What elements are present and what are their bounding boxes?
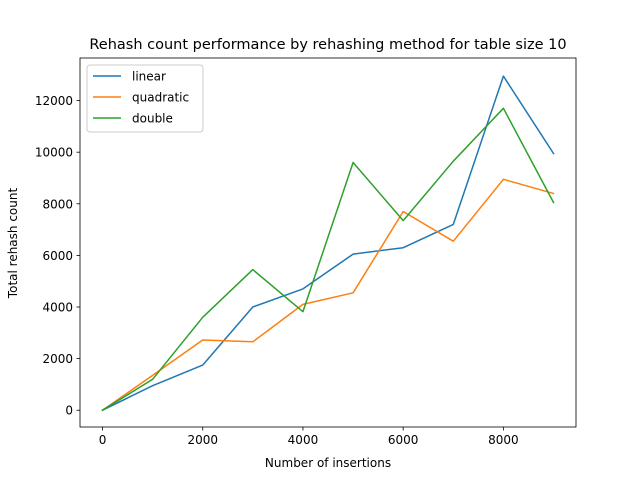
legend: linear quadratic double bbox=[86, 64, 204, 133]
x-tick-label: 2000 bbox=[187, 433, 218, 447]
series-line-quadratic bbox=[101, 178, 555, 412]
series-line-linear bbox=[101, 75, 555, 412]
y-tick-label: 2000 bbox=[42, 352, 73, 366]
y-tick-label: 0 bbox=[65, 404, 73, 418]
legend-label-linear: linear bbox=[132, 70, 166, 84]
y-axis: 0 2000 4000 6000 8000 10000 12000 bbox=[35, 94, 80, 418]
chart-title: Rehash count performance by rehashing me… bbox=[89, 37, 566, 53]
legend-box bbox=[86, 64, 204, 133]
y-tick-label: 12000 bbox=[35, 94, 73, 108]
legend-label-quadratic: quadratic bbox=[132, 91, 189, 105]
x-tick-label: 0 bbox=[99, 433, 107, 447]
x-tick-label: 4000 bbox=[288, 433, 319, 447]
y-tick-label: 8000 bbox=[42, 197, 73, 211]
series-line-double bbox=[101, 107, 555, 412]
x-axis-title: Number of insertions bbox=[265, 456, 391, 470]
legend-label-double: double bbox=[132, 112, 173, 126]
plot-area bbox=[79, 57, 577, 428]
y-tick-label: 4000 bbox=[42, 301, 73, 315]
x-axis: 0 2000 4000 6000 8000 bbox=[99, 427, 519, 447]
y-tick-label: 6000 bbox=[42, 249, 73, 263]
y-tick-label: 10000 bbox=[35, 146, 73, 160]
y-axis-title: Total rehash count bbox=[6, 188, 20, 300]
x-tick-label: 6000 bbox=[388, 433, 419, 447]
x-tick-label: 8000 bbox=[488, 433, 519, 447]
plot-frame bbox=[79, 57, 577, 428]
